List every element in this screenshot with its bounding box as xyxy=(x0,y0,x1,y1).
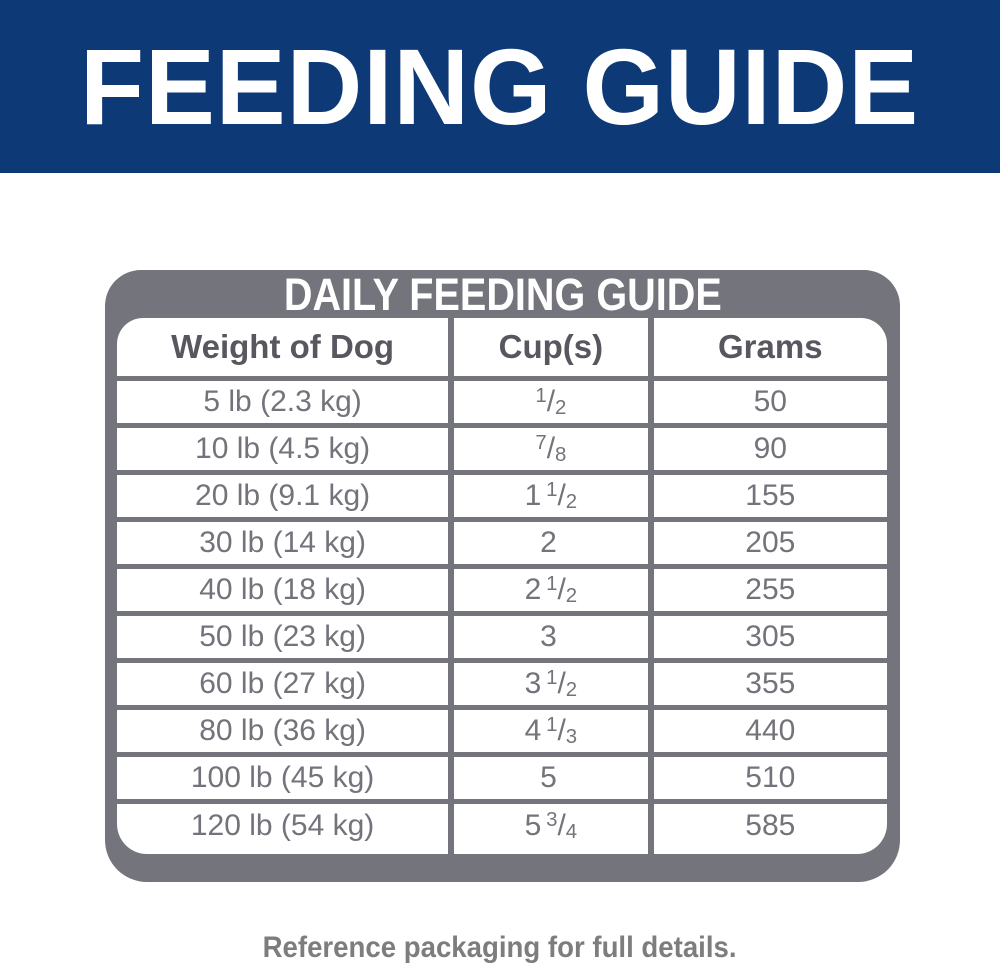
header-row: Weight of Dog Cup(s) Grams xyxy=(117,318,887,378)
table-row: 120 lb (54 kg) 5 3/4 585 xyxy=(117,798,887,848)
grams-cell: 585 xyxy=(650,798,887,848)
weight-cell: 20 lb (9.1 kg) xyxy=(117,469,455,519)
cups-whole: 2 xyxy=(524,572,542,606)
cups-whole: 3 xyxy=(540,619,557,653)
weight-cell: 60 lb (27 kg) xyxy=(117,657,455,707)
grams-cell: 255 xyxy=(650,563,887,613)
cups-fraction: 1/3 xyxy=(546,713,578,748)
weight-cell: 50 lb (23 kg) xyxy=(117,610,455,660)
table-row: 50 lb (23 kg) 3/ 305 xyxy=(117,610,887,660)
daily-feeding-guide-card: DAILY FEEDING GUIDE Weight of Dog Cup(s) G… xyxy=(105,270,900,882)
cups-cell: 1 1/2 xyxy=(451,469,654,519)
cups-whole: 4 xyxy=(524,713,542,747)
feeding-guide-banner: FEEDING GUIDE xyxy=(0,0,1000,173)
cups-fraction: 1/2 xyxy=(535,384,567,419)
cups-cell: 3/ xyxy=(451,610,654,660)
cups-fraction: 1/2 xyxy=(546,478,578,513)
cups-cell: 5 3/4 xyxy=(451,798,654,848)
weight-cell: 30 lb (14 kg) xyxy=(117,516,455,566)
filler-cell xyxy=(117,848,455,854)
footer-note: Reference packaging for full details. xyxy=(263,931,737,964)
filler-cell xyxy=(651,848,887,854)
table-header: Weight of Dog Cup(s) Grams xyxy=(117,318,887,378)
banner-title: FEEDING GUIDE xyxy=(80,25,920,147)
cups-cell: 1/2 xyxy=(451,375,654,425)
cups-cell: 5/ xyxy=(451,751,654,801)
grams-cell: 305 xyxy=(650,610,887,660)
grams-cell: 155 xyxy=(650,469,887,519)
table-title: DAILY FEEDING GUIDE xyxy=(283,268,722,320)
grams-cell: 440 xyxy=(650,704,887,754)
table-row: 40 lb (18 kg) 2 1/2 255 xyxy=(117,563,887,613)
feeding-table-container: Weight of Dog Cup(s) Grams 5 lb (2.3 kg) 1… xyxy=(117,318,887,854)
table-row: 20 lb (9.1 kg) 1 1/2 155 xyxy=(117,469,887,519)
table-row: 10 lb (4.5 kg) 7/8 90 xyxy=(117,422,887,472)
column-header: Weight of Dog xyxy=(117,318,455,378)
column-header: Grams xyxy=(718,327,823,365)
cups-cell: 2/ xyxy=(451,516,654,566)
cups-fraction: 1/2 xyxy=(546,666,578,701)
table-row: 80 lb (36 kg) 4 1/3 440 xyxy=(117,704,887,754)
grams-cell: 510 xyxy=(650,751,887,801)
weight-cell: 5 lb (2.3 kg) xyxy=(117,375,455,425)
cups-cell: 2 1/2 xyxy=(451,563,654,613)
grams-cell: 205 xyxy=(650,516,887,566)
column-header: Cup(s) xyxy=(451,318,654,378)
table-filler-row xyxy=(117,848,887,854)
table-row: 30 lb (14 kg) 2/ 205 xyxy=(117,516,887,566)
weight-cell: 10 lb (4.5 kg) xyxy=(117,422,455,472)
cups-cell: 7/8 xyxy=(451,422,654,472)
table-row: 60 lb (27 kg) 3 1/2 355 xyxy=(117,657,887,707)
cups-cell: 4 1/3 xyxy=(451,704,654,754)
cups-fraction: 7/8 xyxy=(535,431,567,466)
table-row: 100 lb (45 kg) 5/ 510 xyxy=(117,751,887,801)
table-row: 5 lb (2.3 kg) 1/2 50 xyxy=(117,375,887,425)
grams-cell: 50 xyxy=(650,375,887,425)
grams-cell: 355 xyxy=(650,657,887,707)
weight-cell: 80 lb (36 kg) xyxy=(117,704,455,754)
filler-cell xyxy=(451,848,654,854)
grams-cell: 90 xyxy=(650,422,887,472)
cups-whole: 3 xyxy=(524,666,542,700)
cups-whole: 5 xyxy=(524,808,542,842)
cups-whole: 1 xyxy=(524,478,542,512)
cups-fraction: 1/2 xyxy=(546,572,578,607)
weight-cell: 100 lb (45 kg) xyxy=(117,751,455,801)
feeding-table: Weight of Dog Cup(s) Grams 5 lb (2.3 kg) 1… xyxy=(117,318,887,854)
cups-whole: 5 xyxy=(540,760,557,794)
table-title-band: DAILY FEEDING GUIDE xyxy=(105,270,900,318)
cups-whole: 2 xyxy=(540,525,557,559)
cups-fraction: 3/4 xyxy=(546,808,578,843)
table-body: 5 lb (2.3 kg) 1/2 50 10 lb (4.5 kg) 7/8 … xyxy=(117,375,887,854)
footer-note-area: Reference packaging for full details. xyxy=(0,928,1000,968)
cups-cell: 3 1/2 xyxy=(451,657,654,707)
weight-cell: 120 lb (54 kg) xyxy=(117,798,455,848)
weight-cell: 40 lb (18 kg) xyxy=(117,563,455,613)
